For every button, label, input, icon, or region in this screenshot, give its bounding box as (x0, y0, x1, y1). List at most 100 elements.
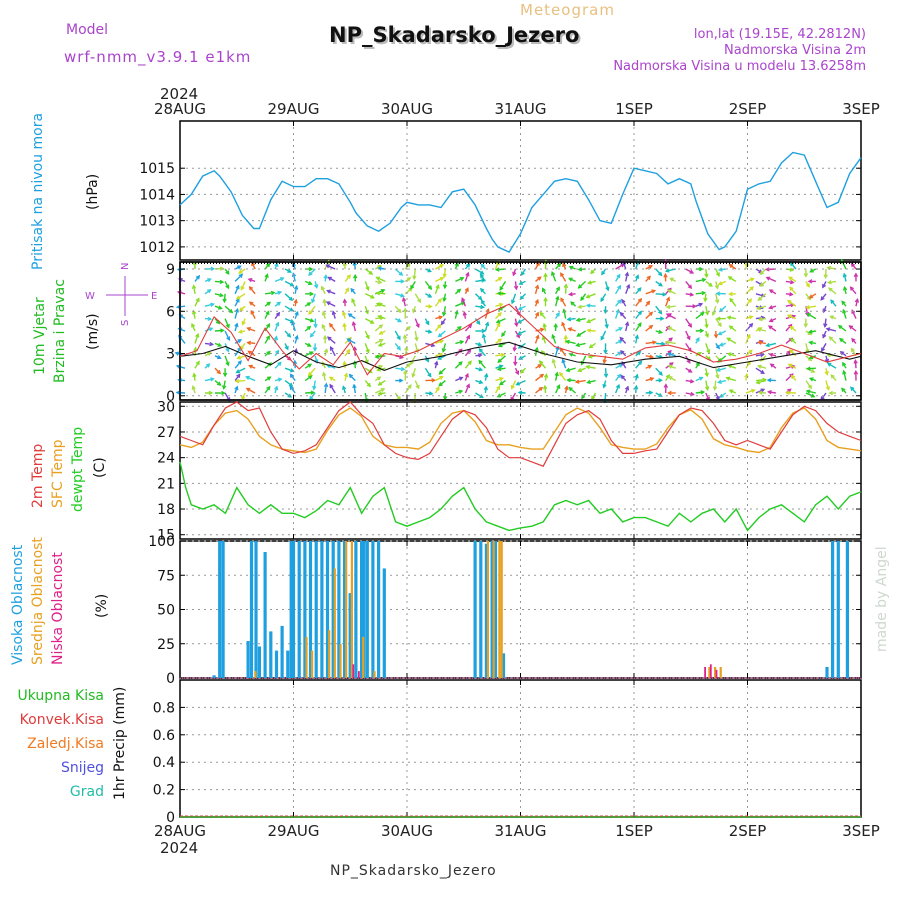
wind-arrow (667, 352, 676, 357)
wind-arrow-head (479, 273, 484, 279)
time-tick-label-top: 29AUG (268, 100, 320, 118)
wind-arrow-head (667, 289, 672, 294)
wind-arrow-head (289, 385, 294, 391)
wind-arrow-head (219, 279, 225, 285)
wind-arrow-head (810, 368, 816, 373)
wind-arrow-head (805, 389, 811, 394)
wind-arrow (438, 330, 446, 338)
wind-arrow (729, 325, 737, 332)
wind-arrow-head (310, 390, 316, 395)
wind-arrow (461, 298, 467, 307)
precip-panel: 1hr Precip (mm) Ukupna Kisa Konvek.Kisa … (17, 679, 862, 818)
wind-arrow (264, 335, 270, 344)
wind-arrow (177, 305, 186, 308)
wind-arrow (455, 301, 465, 307)
wind-arrow (745, 334, 751, 344)
wind-arrow-head (805, 283, 810, 288)
wind-arrow (264, 386, 271, 394)
wind-arrow-head (715, 344, 720, 350)
cloud-high-label: Visoka Oblacnost (10, 544, 26, 665)
wind-arrow (785, 324, 793, 332)
wind-arrow-head (577, 267, 583, 272)
wind-arrow (435, 264, 444, 270)
cloud-bar (479, 541, 483, 678)
wind-arrow-head (786, 314, 792, 319)
wind-arrow-head (842, 361, 847, 367)
wind-arrow-head (646, 275, 651, 281)
wind-arrow-head (698, 302, 704, 307)
wind-arrow (758, 341, 767, 345)
wind-arrow-head (498, 302, 504, 308)
cloud-bar (708, 667, 711, 678)
wind-arrow-head (542, 322, 547, 328)
wind-arrow (414, 330, 418, 341)
wind-arrow-head (377, 391, 383, 396)
wind-arrow-head (854, 297, 860, 303)
wind-arrow (443, 268, 447, 278)
wind-arrow (194, 361, 200, 369)
wind-arrow-head (585, 303, 591, 308)
cloud-bar (486, 541, 490, 678)
wind-arrow-head (511, 299, 516, 305)
wind-arrow-head (365, 348, 370, 354)
wind-arrow (442, 343, 447, 352)
wind-arrow-head (370, 319, 375, 324)
wind-arrow-head (757, 390, 763, 395)
wind-arrow-head (375, 302, 381, 307)
wind-arrow-head (435, 284, 440, 289)
wind-arrow (655, 268, 663, 276)
cloud-bar (331, 541, 335, 678)
wind-arrow (635, 322, 642, 332)
wind-arrow-head (247, 350, 252, 355)
wind-arrow-head (822, 283, 827, 289)
wind-arrow-head (496, 385, 501, 390)
wind-arrow (539, 312, 547, 320)
wind-arrow (394, 268, 403, 276)
wind-arrow-head (375, 276, 381, 281)
wind-arrow-head (570, 301, 575, 306)
wind-arrow-head (633, 384, 639, 390)
wind-arrow (619, 312, 627, 320)
wind-arrow-head (692, 304, 697, 309)
wind-arrow-head (478, 348, 483, 353)
wind-arrow (755, 378, 766, 382)
wind-arrow-head (560, 272, 565, 277)
wind-arrow-head (554, 371, 559, 377)
wind-arrow-head (565, 339, 570, 345)
wind-arrow (829, 336, 837, 344)
wind-arrow-head (695, 337, 700, 342)
wind-arrow-head (574, 379, 580, 384)
wind-arrow-head (555, 345, 560, 351)
wind-arrow-head (520, 271, 525, 276)
wind-arrow-head (286, 333, 292, 338)
wind-arrow (745, 323, 753, 332)
cloud-bar (325, 541, 330, 678)
wind-arrow (824, 318, 827, 327)
time-tick-label-bottom: 30AUG (381, 822, 433, 840)
wind-arrow (554, 296, 559, 307)
wind-arrow-head (539, 327, 545, 332)
wind-arrow-head (666, 296, 671, 302)
dewpt-label: dewpt Temp (70, 427, 86, 512)
wind-arrow (374, 339, 383, 345)
wind-arrow (327, 289, 336, 295)
wind-unit: (m/s) (85, 313, 101, 350)
wind-arrow-head (713, 333, 719, 339)
wind-arrow-head (237, 360, 242, 365)
wind-arrow (755, 353, 764, 357)
wind-arrow-head (343, 372, 349, 378)
wind-arrow-head (431, 378, 437, 383)
wind-arrow-head (308, 281, 313, 286)
cloud-bar (704, 667, 706, 678)
wind-arrow-head (715, 367, 721, 372)
cloud-bar (343, 541, 347, 678)
wind-arrow-head (496, 366, 502, 372)
wind-arrow-head (541, 287, 546, 292)
wind-arrow-head (687, 368, 693, 373)
wind-arrow-head (515, 381, 521, 386)
wind-arrow-head (839, 337, 844, 343)
wind-arrow-head (288, 296, 294, 302)
wind-arrow-head (377, 315, 382, 320)
cloud-bar (308, 541, 313, 678)
altitude-text: Nadmorska Visina 2m (724, 43, 866, 58)
